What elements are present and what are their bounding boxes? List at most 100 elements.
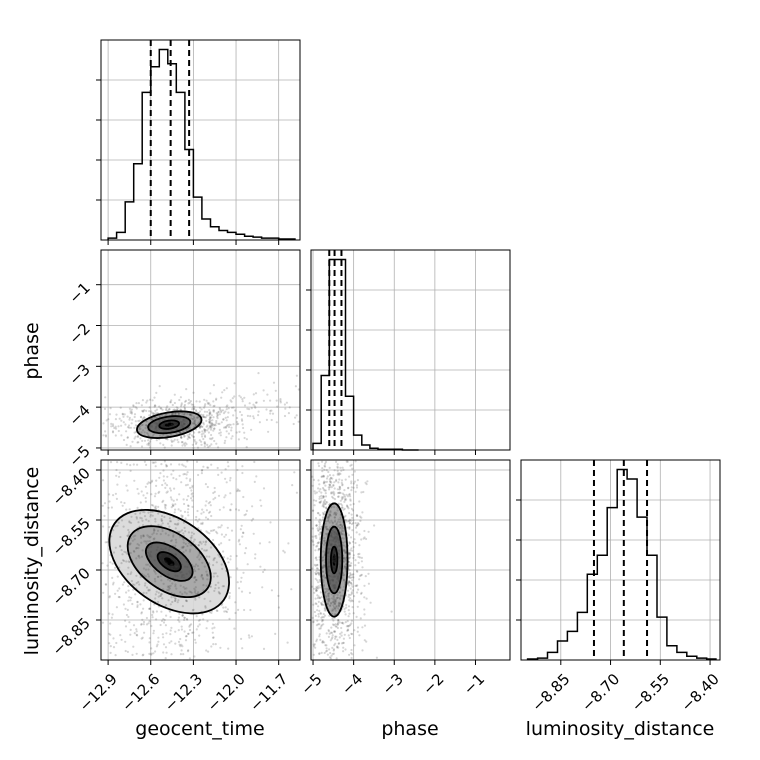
sample-point [325,596,328,599]
sample-point [257,372,260,375]
sample-point [225,430,228,433]
sample-point [142,534,145,537]
contour-1-1 [145,541,194,582]
sample-point [235,508,238,511]
sample-point [137,402,140,405]
sample-point [160,619,164,623]
sample-point [191,443,194,446]
sample-point [336,538,339,541]
sample-point [232,406,235,409]
sample-point [129,542,132,545]
sample-point [347,520,351,523]
sample-point [327,592,331,595]
sample-point [348,568,351,572]
sample-point [159,442,162,445]
sample-point [322,616,325,619]
panel-frame-2-0 [100,459,301,661]
sample-point [155,421,158,424]
sample-point [330,486,333,489]
sample-point [343,565,346,568]
sample-point [206,531,209,534]
sample-point [366,480,369,483]
panel-frame-2-2 [520,459,721,661]
sample-point [314,577,317,581]
sample-point [117,521,120,524]
sample-point [213,427,216,430]
sample-point [173,558,176,561]
sample-point [291,484,294,487]
sample-point [119,634,122,637]
sample-point [318,635,321,638]
sample-point [164,507,167,510]
sample-point [348,475,351,478]
sample-point [232,423,235,426]
sample-point [337,556,340,559]
sample-point [375,656,378,659]
sample-point [331,495,334,498]
sample-point [180,436,183,439]
sample-point [147,433,150,436]
sample-point [347,595,350,598]
sample-point [320,596,323,599]
sample-point [189,571,192,575]
sample-point [144,540,148,543]
sample-point [153,537,156,540]
sample-point [338,485,341,488]
sample-point [227,432,230,435]
sample-point [331,634,334,637]
sample-point [355,615,358,619]
sample-point [215,412,218,415]
sample-point [351,467,354,470]
sample-point [180,423,183,426]
sample-point [323,614,327,617]
sample-point [332,539,335,542]
sample-point [212,410,215,413]
sample-point [162,636,165,639]
sample-point [354,526,358,529]
sample-point [348,551,351,554]
sample-point [194,578,198,582]
sample-point [350,632,353,635]
sample-point [208,501,212,504]
sample-point [327,594,330,597]
sample-point [350,652,353,655]
sample-point [147,573,150,576]
sample-point [324,525,327,528]
sample-point [188,479,192,482]
sample-point [186,471,189,474]
sample-point [313,645,316,648]
sample-point [240,418,243,421]
sample-point [214,496,217,499]
sample-point [215,442,218,445]
sample-point [116,575,119,578]
sample-point [334,561,337,564]
sample-point [202,415,206,419]
sample-point [169,520,173,523]
sample-point [142,653,145,656]
sample-point [254,401,258,404]
sample-point [182,430,185,433]
sample-point [132,404,135,407]
sample-point [145,463,148,466]
sample-point [196,556,199,559]
sample-point [333,511,336,515]
sample-point [227,425,231,429]
sample-point [350,656,353,660]
sample-point [108,413,112,416]
sample-point [322,475,325,478]
sample-point [330,506,333,509]
sample-point [315,602,318,606]
sample-point [348,580,351,583]
sample-point [224,606,227,609]
sample-point [334,635,337,638]
sample-point [349,623,352,627]
sample-point [346,520,349,523]
sample-point [327,629,330,632]
sample-point [134,406,137,409]
sample-point [239,580,242,583]
sample-point [324,462,327,465]
sample-point [340,626,343,630]
sample-point [243,404,247,407]
sample-point [196,416,199,419]
